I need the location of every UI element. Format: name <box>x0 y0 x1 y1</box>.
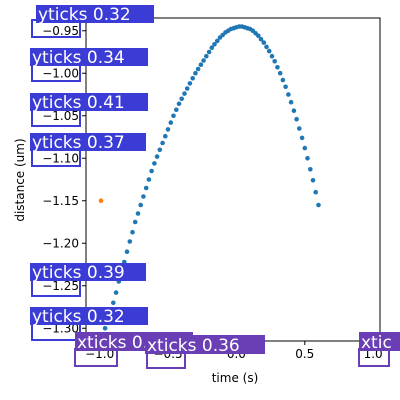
data-point-series-0 <box>264 44 269 50</box>
ytick-detection-text: yticks 0.39 <box>32 263 125 283</box>
ytick-detection-tag <box>30 93 148 111</box>
data-point-series-0 <box>280 77 286 83</box>
data-point-series-0 <box>182 91 187 96</box>
data-point-series-0 <box>261 40 267 45</box>
ytick-detection-text: yticks 0.37 <box>32 133 125 153</box>
data-point-series-0 <box>297 126 302 131</box>
data-point-series-0 <box>291 108 297 113</box>
ytick-detection-text: yticks 0.41 <box>32 93 125 113</box>
data-point-series-0 <box>113 290 119 295</box>
data-point-series-0 <box>215 38 220 44</box>
xtick-detection-tag <box>145 335 265 354</box>
data-point-series-0 <box>141 194 146 199</box>
data-point-series-0 <box>294 116 299 122</box>
data-point-series-0 <box>299 135 305 141</box>
data-point-series-0 <box>212 42 217 47</box>
ytick-detection-text: yticks 0.32 <box>38 5 131 25</box>
data-point-series-0 <box>160 140 165 146</box>
data-point-series-0 <box>190 76 195 81</box>
data-point-series-0 <box>266 48 272 54</box>
data-point-series-0 <box>275 65 280 70</box>
ytick-detection-tag <box>30 133 146 151</box>
data-point-series-0 <box>305 156 310 161</box>
y-tick-label: −0.95 <box>42 24 79 38</box>
data-point-series-0 <box>302 145 308 151</box>
data-point-series-0 <box>152 161 157 166</box>
data-point-series-0 <box>310 178 316 183</box>
data-point-series-0 <box>184 86 190 91</box>
xtick-detection-tag <box>359 332 400 351</box>
ytick-detection-tag <box>36 5 154 23</box>
data-point-series-0 <box>193 70 198 76</box>
data-point-series-0 <box>135 211 141 216</box>
data-point-series-0 <box>138 202 143 208</box>
data-point-series-0 <box>165 127 171 132</box>
data-point-series-1 <box>98 198 104 203</box>
y-tick-label: −1.25 <box>42 279 79 293</box>
data-point-series-0 <box>179 96 184 102</box>
xtick-detection-text: xticks 0.36 <box>147 336 240 356</box>
ytick-detection-text: yticks 0.32 <box>32 307 125 327</box>
data-point-series-0 <box>163 133 168 139</box>
data-point-series-0 <box>288 99 294 105</box>
y-tick-label: −1.10 <box>42 151 79 165</box>
data-point-series-0 <box>308 167 313 172</box>
data-point-series-0 <box>171 113 176 119</box>
data-point-series-0 <box>204 53 209 59</box>
detection-overlay: yticks 0.32 yticks 0.34 yticks 0.41 yticks … <box>30 5 400 369</box>
data-point-series-0 <box>272 59 278 64</box>
x-tick-label: 0.5 <box>295 347 314 361</box>
xtick-detection-text: xtic <box>361 333 392 353</box>
data-point-series-0 <box>132 219 138 225</box>
data-point-series-0 <box>201 58 206 63</box>
data-point-series-0 <box>146 177 152 182</box>
data-point-series-0 <box>313 189 319 195</box>
data-point-series-0 <box>154 154 160 159</box>
ytick-detection-tag <box>30 263 146 281</box>
data-point-series-0 <box>316 202 321 208</box>
data-point-series-0 <box>286 92 291 97</box>
data-point-series-0 <box>149 168 154 174</box>
data-point-series-0 <box>187 81 193 86</box>
data-point-series-0 <box>209 45 215 50</box>
data-point-series-0 <box>102 326 108 331</box>
y-tick-label: −1.20 <box>42 236 79 250</box>
data-point-series-0 <box>174 107 179 113</box>
ytick-detection-tag <box>30 48 148 66</box>
data-point-series-0 <box>157 147 163 153</box>
y-tick-label: −1.00 <box>42 66 79 80</box>
data-point-series-0 <box>255 33 261 39</box>
data-point-series-0 <box>198 62 204 67</box>
data-point-series-0 <box>143 185 149 191</box>
data-point-series-0 <box>269 53 275 59</box>
x-axis-label: time (s) <box>212 371 259 385</box>
data-point-series-0 <box>111 300 116 306</box>
data-point-series-0 <box>258 36 264 42</box>
data-point-series-0 <box>176 101 182 107</box>
y-axis-label: distance (um) <box>13 138 27 221</box>
data-point-series-0 <box>195 66 201 72</box>
data-point-series-0 <box>277 70 283 76</box>
ytick-detection-text: yticks 0.34 <box>32 48 125 68</box>
ytick-detection-tag <box>30 307 148 325</box>
y-tick-label: −1.05 <box>42 109 79 123</box>
data-point-series-0 <box>206 49 212 55</box>
data-point-series-0 <box>127 239 133 244</box>
data-point-series-0 <box>168 120 174 125</box>
data-point-series-0 <box>130 229 135 235</box>
data-point-series-0 <box>283 84 288 90</box>
data-point-series-0 <box>124 249 130 254</box>
y-tick-label: −1.15 <box>42 194 79 208</box>
